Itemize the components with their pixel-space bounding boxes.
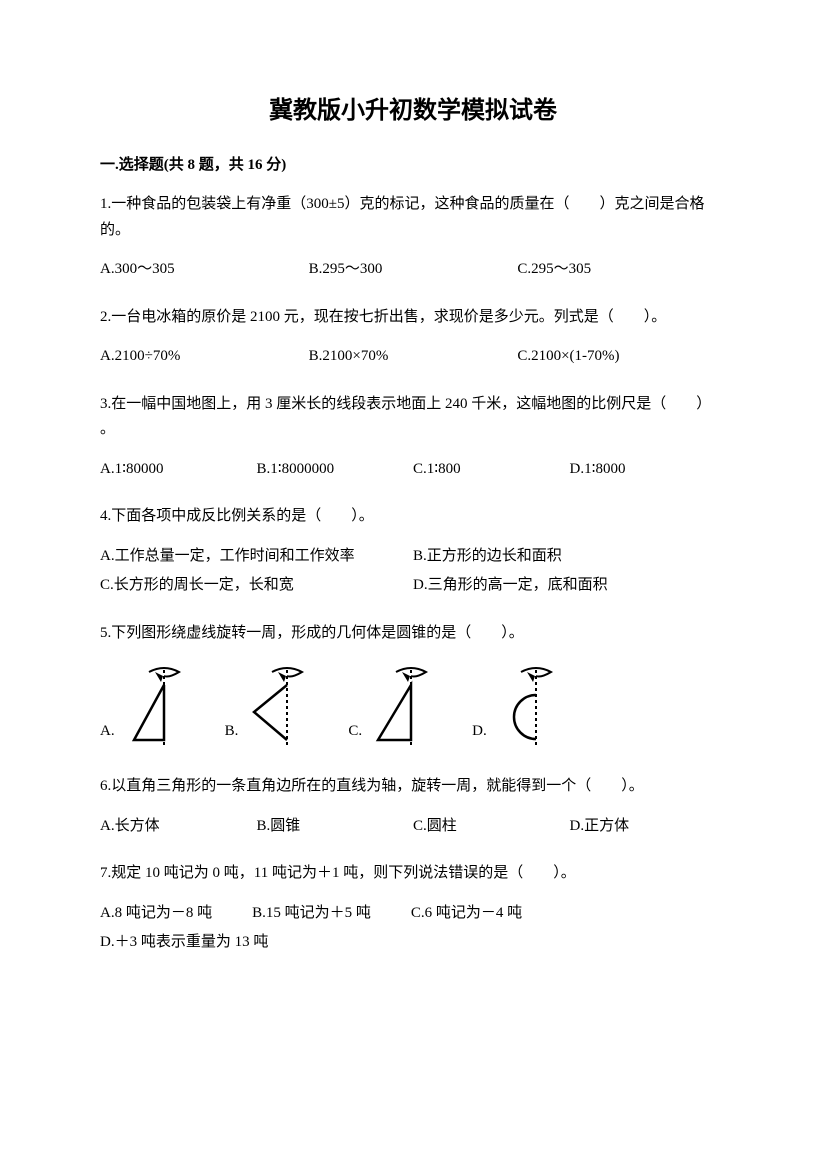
question-1: 1.一种食品的包装袋上有净重（300±5）克的标记，这种食品的质量在（ ）克之间… [100,192,726,287]
q6-opt-b: B.圆锥 [257,814,414,840]
q1-opt-b: B.295～300 [309,257,518,283]
q5-opt-a: A. [100,719,115,745]
question-5: 5.下列图形绕虚线旋转一周，形成的几何体是圆锥的是（ ）。 A. B. [100,621,726,751]
q6-opt-d: D.正方体 [570,814,727,840]
q1-opt-a: A.300～305 [100,257,309,283]
q3-stem: 3.在一幅中国地图上，用 3 厘米长的线段表示地面上 240 千米，这幅地图的比… [100,392,726,443]
q7-opt-d: D.＋3 吨表示重量为 13 吨 [100,930,268,956]
q3-opt-c: C.1∶800 [413,457,570,483]
figure-b-icon [242,660,312,750]
q5-opt-d: D. [472,719,487,745]
q3-opt-d: D.1∶8000 [570,457,727,483]
q2-stem: 2.一台电冰箱的原价是 2100 元，现在按七折出售，求现价是多少元。列式是（ … [100,305,726,331]
figure-a-icon [119,660,189,750]
question-4: 4.下面各项中成反比例关系的是（ ）。 A.工作总量一定，工作时间和工作效率 B… [100,504,726,603]
q2-opt-c: C.2100×(1-70%) [517,344,726,370]
figure-c-icon [366,660,436,750]
q7-opt-c: C.6 吨记为－4 吨 [411,901,522,927]
q2-opt-a: A.2100÷70% [100,344,309,370]
section-header: 一.选择题(共 8 题，共 16 分) [100,153,726,174]
q2-opt-b: B.2100×70% [309,344,518,370]
q1-opt-c: C.295～305 [517,257,726,283]
q4-opt-c: C.长方形的周长一定，长和宽 [100,573,413,599]
page-title: 冀教版小升初数学模拟试卷 [100,90,726,125]
q5-stem: 5.下列图形绕虚线旋转一周，形成的几何体是圆锥的是（ ）。 [100,621,726,647]
q4-opt-d: D.三角形的高一定，底和面积 [413,573,726,599]
q3-opt-b: B.1∶8000000 [257,457,414,483]
q6-opt-c: C.圆柱 [413,814,570,840]
q1-stem: 1.一种食品的包装袋上有净重（300±5）克的标记，这种食品的质量在（ ）克之间… [100,192,726,243]
question-2: 2.一台电冰箱的原价是 2100 元，现在按七折出售，求现价是多少元。列式是（ … [100,305,726,374]
q4-stem: 4.下面各项中成反比例关系的是（ ）。 [100,504,726,530]
q4-opt-b: B.正方形的边长和面积 [413,544,726,570]
q5-opt-c: C. [348,719,362,745]
question-3: 3.在一幅中国地图上，用 3 厘米长的线段表示地面上 240 千米，这幅地图的比… [100,392,726,487]
question-7: 7.规定 10 吨记为 0 吨，11 吨记为＋1 吨，则下列说法错误的是（ ）。… [100,861,726,960]
q6-stem: 6.以直角三角形的一条直角边所在的直线为轴，旋转一周，就能得到一个（ ）。 [100,774,726,800]
figure-d-icon [491,660,561,750]
q7-opt-a: A.8 吨记为－8 吨 [100,901,212,927]
q4-opt-a: A.工作总量一定，工作时间和工作效率 [100,544,413,570]
q5-opt-b: B. [225,719,239,745]
q3-opt-a: A.1∶80000 [100,457,257,483]
q5-figures: A. B. [100,660,726,750]
q7-stem: 7.规定 10 吨记为 0 吨，11 吨记为＋1 吨，则下列说法错误的是（ ）。 [100,861,726,887]
question-6: 6.以直角三角形的一条直角边所在的直线为轴，旋转一周，就能得到一个（ ）。 A.… [100,774,726,843]
q7-opt-b: B.15 吨记为＋5 吨 [252,901,371,927]
q6-opt-a: A.长方体 [100,814,257,840]
